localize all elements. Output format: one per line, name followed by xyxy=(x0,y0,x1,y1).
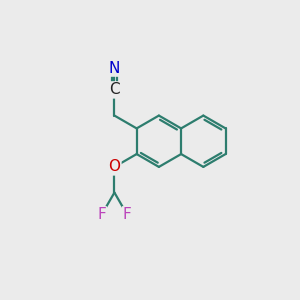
Text: F: F xyxy=(123,207,132,222)
Text: O: O xyxy=(108,159,120,174)
Text: C: C xyxy=(109,82,120,98)
Text: N: N xyxy=(109,61,120,76)
Text: F: F xyxy=(97,207,106,222)
